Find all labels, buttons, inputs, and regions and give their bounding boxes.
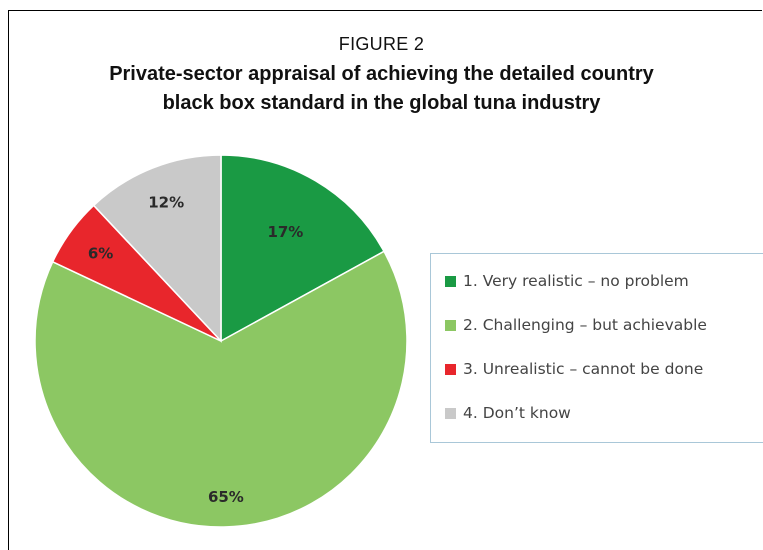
pie-slice-label-4: 12% — [148, 194, 184, 212]
pie-slice-label-2: 65% — [208, 488, 244, 506]
legend-label-3: 3. Unrealistic – cannot be done — [463, 360, 704, 378]
legend-label-1: 1. Very realistic – no problem — [463, 272, 689, 290]
pie-labels: 17% 65% 6% 12% — [88, 194, 303, 507]
legend-item-2: 2. Challenging – but achievable — [445, 316, 707, 334]
figure-title: Private-sector appraisal of achieving th… — [109, 63, 654, 114]
legend-swatch-2 — [445, 319, 456, 331]
pie-slice-label-1: 17% — [267, 223, 303, 241]
figure-label: FIGURE 2 — [338, 34, 425, 54]
legend-swatch-4 — [445, 407, 456, 419]
pie-slice-label-3: 6% — [88, 245, 113, 263]
legend-label-2: 2. Challenging – but achievable — [463, 316, 707, 334]
legend-item-4: 4. Don’t know — [445, 404, 571, 422]
figure-frame — [8, 10, 762, 550]
pie-slice-4 — [92, 154, 222, 343]
legend-swatch-3 — [445, 363, 456, 375]
pie-slices — [34, 154, 408, 528]
pie-slice-2 — [34, 250, 408, 528]
legend-item-3: 3. Unrealistic – cannot be done — [445, 360, 703, 378]
legend-item-1: 1. Very realistic – no problem — [445, 272, 689, 290]
chart-legend: 1. Very realistic – no problem 2. Challen… — [430, 253, 763, 443]
pie-slice-1 — [220, 154, 386, 343]
legend-swatch-1 — [445, 275, 456, 287]
legend-label-4: 4. Don’t know — [463, 404, 571, 422]
